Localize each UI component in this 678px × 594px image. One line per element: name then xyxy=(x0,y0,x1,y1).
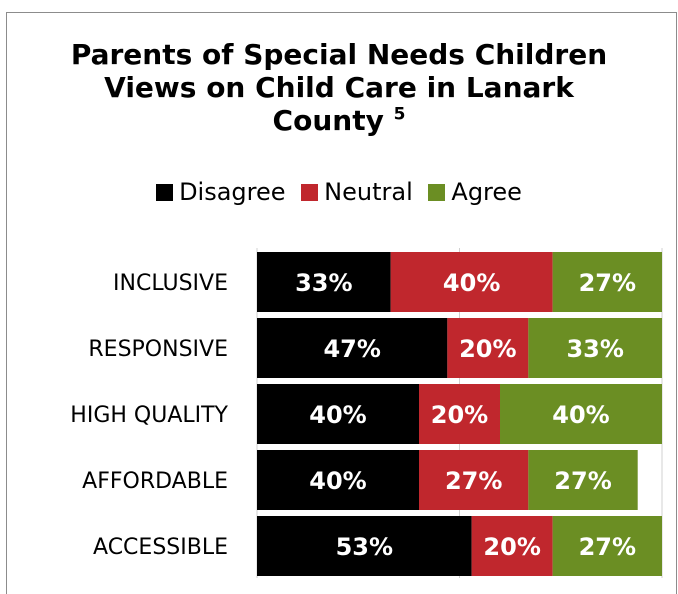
data-label-high-quality-agree: 40% xyxy=(552,401,609,429)
legend-label-neutral: Neutral xyxy=(324,178,413,206)
chart-title: Parents of Special Needs Children Views … xyxy=(0,38,678,137)
data-label-inclusive-disagree: 33% xyxy=(295,269,352,297)
category-label-inclusive: INCLUSIVE xyxy=(113,271,228,296)
category-label-responsive: RESPONSIVE xyxy=(88,337,228,362)
legend-swatch-neutral xyxy=(301,184,319,201)
bar-high-quality-neutral xyxy=(419,384,500,444)
chart-title-line-2: Views on Child Care in Lanark xyxy=(104,71,574,104)
category-label-high-quality: HIGH QUALITY xyxy=(70,403,228,428)
data-label-accessible-agree: 27% xyxy=(579,533,636,561)
bar-inclusive-neutral xyxy=(390,252,553,312)
legend-item-neutral: Neutral xyxy=(301,178,413,206)
chart-title-footnote: 5 xyxy=(393,104,406,125)
chart-title-line-1: Parents of Special Needs Children xyxy=(70,38,608,71)
data-label-affordable-neutral: 27% xyxy=(445,467,502,495)
bar-inclusive-disagree xyxy=(257,252,391,312)
bar-responsive-agree xyxy=(528,318,662,378)
legend-swatch-disagree xyxy=(156,184,174,201)
bar-responsive-disagree xyxy=(257,318,448,378)
chart-legend: Disagree Neutral Agree xyxy=(0,178,678,206)
data-label-responsive-agree: 33% xyxy=(566,335,623,363)
bar-affordable-disagree xyxy=(257,450,419,510)
legend-label-disagree: Disagree xyxy=(179,178,286,206)
legend-item-disagree: Disagree xyxy=(156,178,286,206)
data-label-responsive-neutral: 20% xyxy=(459,335,516,363)
bar-high-quality-disagree xyxy=(257,384,419,444)
category-label-affordable: AFFORDABLE xyxy=(82,469,228,494)
legend-swatch-agree xyxy=(428,184,446,201)
bar-accessible-neutral xyxy=(471,516,553,576)
data-label-inclusive-agree: 27% xyxy=(579,269,636,297)
bar-inclusive-agree xyxy=(552,252,662,312)
data-label-responsive-disagree: 47% xyxy=(323,335,380,363)
legend-label-agree: Agree xyxy=(451,178,522,206)
legend-item-agree: Agree xyxy=(428,178,522,206)
chart-title-line-3-text: County xyxy=(272,104,384,137)
bar-affordable-neutral xyxy=(419,450,529,510)
data-label-high-quality-neutral: 20% xyxy=(431,401,488,429)
bar-high-quality-agree xyxy=(500,384,662,444)
data-label-accessible-neutral: 20% xyxy=(483,533,540,561)
bar-accessible-disagree xyxy=(257,516,472,576)
category-label-accessible: ACCESSIBLE xyxy=(93,535,228,560)
data-label-inclusive-neutral: 40% xyxy=(443,269,500,297)
data-label-affordable-agree: 27% xyxy=(554,467,611,495)
bar-responsive-neutral xyxy=(447,318,529,378)
data-label-high-quality-disagree: 40% xyxy=(309,401,366,429)
data-label-affordable-disagree: 40% xyxy=(309,467,366,495)
bar-accessible-agree xyxy=(552,516,662,576)
chart-title-line-3: County 5 xyxy=(0,104,678,137)
bar-affordable-agree xyxy=(528,450,638,510)
chart-frame xyxy=(6,12,677,594)
data-label-accessible-disagree: 53% xyxy=(336,533,393,561)
